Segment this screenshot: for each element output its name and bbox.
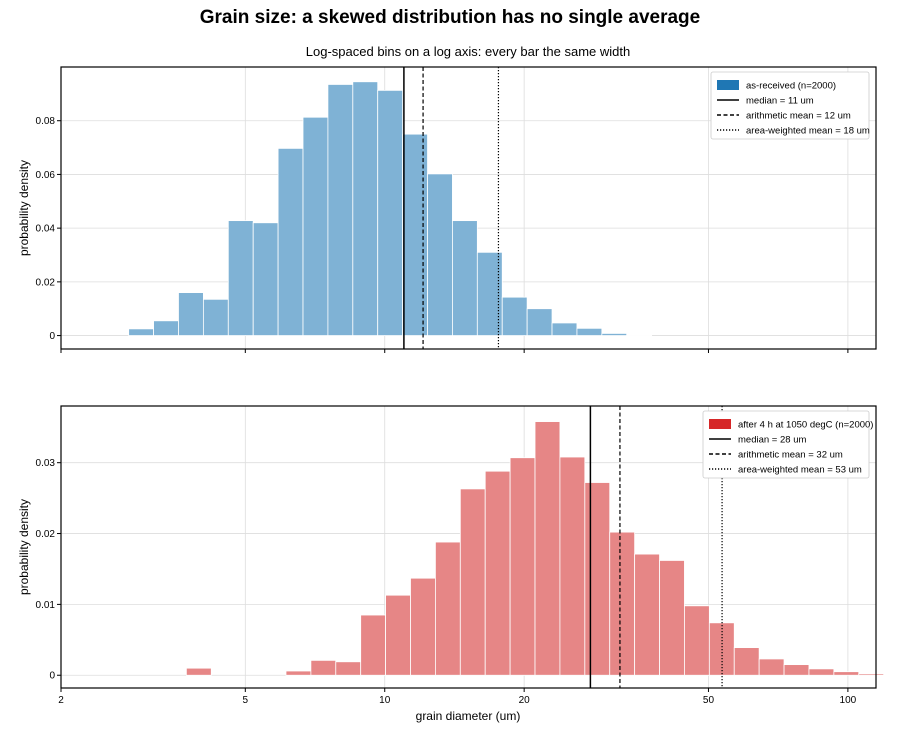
figure-title: Grain size: a skewed distribution has no… xyxy=(200,7,701,28)
chart-1-bar-24 xyxy=(783,664,810,676)
chart-0-legend: as-received (n=2000) median = 11 um arithm… xyxy=(710,71,870,140)
chart-1-y-tick-label-1: 0.01 xyxy=(36,600,56,611)
chart-1-bar-6 xyxy=(335,661,362,676)
chart-1-y-tick-label-0: 0 xyxy=(49,671,55,682)
chart-0-bar-4 xyxy=(227,220,254,336)
chart-1-bar-17 xyxy=(609,531,636,676)
chart-1-bar-25 xyxy=(808,668,835,676)
figure-subtitle: Log-spaced bins on a log axis: every bar… xyxy=(306,44,630,59)
chart-1-bar-14 xyxy=(534,421,561,676)
chart-1-legend-dotted-label: area-weighted mean = 53 um xyxy=(738,465,862,476)
chart-0-legend-dotted-label: area-weighted mean = 18 um xyxy=(746,126,870,137)
chart-1-y-tick-label-2: 0.02 xyxy=(36,529,56,540)
chart-1-bar-20 xyxy=(684,605,710,676)
chart-0-bar-8 xyxy=(327,84,354,336)
chart-0-y-axis-label: probability density xyxy=(17,160,31,256)
chart-0-bar-3 xyxy=(202,298,229,336)
chart-1-bar-26 xyxy=(833,671,860,676)
chart-1-x-tick-label-3: 20 xyxy=(519,695,531,706)
chart-1-legend-dashed-label: arithmetic mean = 32 um xyxy=(738,450,843,461)
chart-0-y-tick-label-1: 0.02 xyxy=(36,277,56,288)
chart-0-legend-swatch xyxy=(717,80,739,90)
chart-0-y-tick-label-3: 0.06 xyxy=(36,170,56,181)
chart-0-bar-0 xyxy=(128,328,154,336)
chart-1-bar-19 xyxy=(659,560,685,676)
chart-1-x-tick-label-1: 5 xyxy=(243,695,249,706)
chart-0-bar-13 xyxy=(452,220,478,336)
chart-1-bar-4 xyxy=(285,670,312,676)
chart-1-bar-9 xyxy=(410,577,436,676)
chart-1-legend-solid-label: median = 28 um xyxy=(738,435,806,446)
chart-0-axes-frame xyxy=(60,66,877,350)
chart-0-bar-19 xyxy=(601,333,628,336)
chart-1-x-tick-label-5: 100 xyxy=(840,695,857,706)
chart-1-x-tick-label-4: 50 xyxy=(703,695,715,706)
chart-1-bar-18 xyxy=(634,553,660,676)
chart-0-bar-16 xyxy=(526,308,553,336)
chart-0-bar-17 xyxy=(551,322,578,336)
chart-0-legend-box xyxy=(710,71,870,140)
chart-1-bar-0 xyxy=(185,667,212,676)
chart-0-bar-9 xyxy=(352,81,379,336)
chart-1-bar-13 xyxy=(509,457,536,676)
chart-1-bar-7 xyxy=(360,614,386,676)
chart-0-bar-20 xyxy=(626,334,653,336)
chart-1-y-axis-label: probability density xyxy=(17,499,31,595)
chart-1-bar-8 xyxy=(385,594,411,676)
chart-0-bar-12 xyxy=(427,173,453,336)
chart-0-bar-10 xyxy=(377,89,404,336)
chart-1-bar-5 xyxy=(310,659,337,676)
top-panel: 0 0.02 0.04 0.06 0.08 probability density as-r… xyxy=(17,66,877,353)
chart-0-y-tick-label-0: 0 xyxy=(49,331,55,342)
chart-1-bar-15 xyxy=(559,456,586,676)
chart-1-bar-22 xyxy=(733,647,760,676)
chart-1-x-tick-label-0: 2 xyxy=(58,695,64,706)
x-axis-label: grain diameter (um) xyxy=(416,709,521,723)
chart-0-legend-series-label: as-received (n=2000) xyxy=(746,81,836,92)
chart-1-legend-box xyxy=(702,410,870,479)
chart-0-bar-1 xyxy=(153,320,179,336)
chart-0-bar-15 xyxy=(501,296,528,336)
chart-1-bar-12 xyxy=(484,470,511,676)
chart-0-bar-2 xyxy=(178,292,204,336)
chart-1-legend-series-label: after 4 h at 1050 degC (n=2000) xyxy=(738,420,873,431)
chart-0-bar-18 xyxy=(576,327,603,336)
chart-1-axes-frame xyxy=(60,405,877,689)
chart-0-bar-6 xyxy=(277,147,304,336)
chart-1-bar-16 xyxy=(584,482,611,676)
chart-1-bar-10 xyxy=(435,541,461,676)
chart-0-bar-7 xyxy=(302,116,329,336)
chart-1-x-tick-label-2: 10 xyxy=(379,695,391,706)
bottom-panel: 2 5 10 20 50 100 0 0.01 0.02 0.03 probability dens… xyxy=(17,405,885,706)
chart-1-bar-23 xyxy=(758,658,785,676)
chart-0-legend-dashed-label: arithmetic mean = 12 um xyxy=(746,111,851,122)
chart-1-bar-11 xyxy=(459,488,486,676)
chart-1-legend-swatch xyxy=(709,419,731,429)
chart-1-bar-27 xyxy=(858,673,885,676)
chart-1-y-tick-label-3: 0.03 xyxy=(36,458,56,469)
chart-0-y-tick-label-2: 0.04 xyxy=(36,224,56,235)
chart-0-legend-solid-label: median = 11 um xyxy=(746,96,814,107)
chart-0-bar-5 xyxy=(252,222,279,336)
chart-0-bar-11 xyxy=(402,133,428,336)
chart-1-legend: after 4 h at 1050 degC (n=2000) median = … xyxy=(702,410,873,479)
chart-0-y-tick-label-4: 0.08 xyxy=(36,116,56,127)
